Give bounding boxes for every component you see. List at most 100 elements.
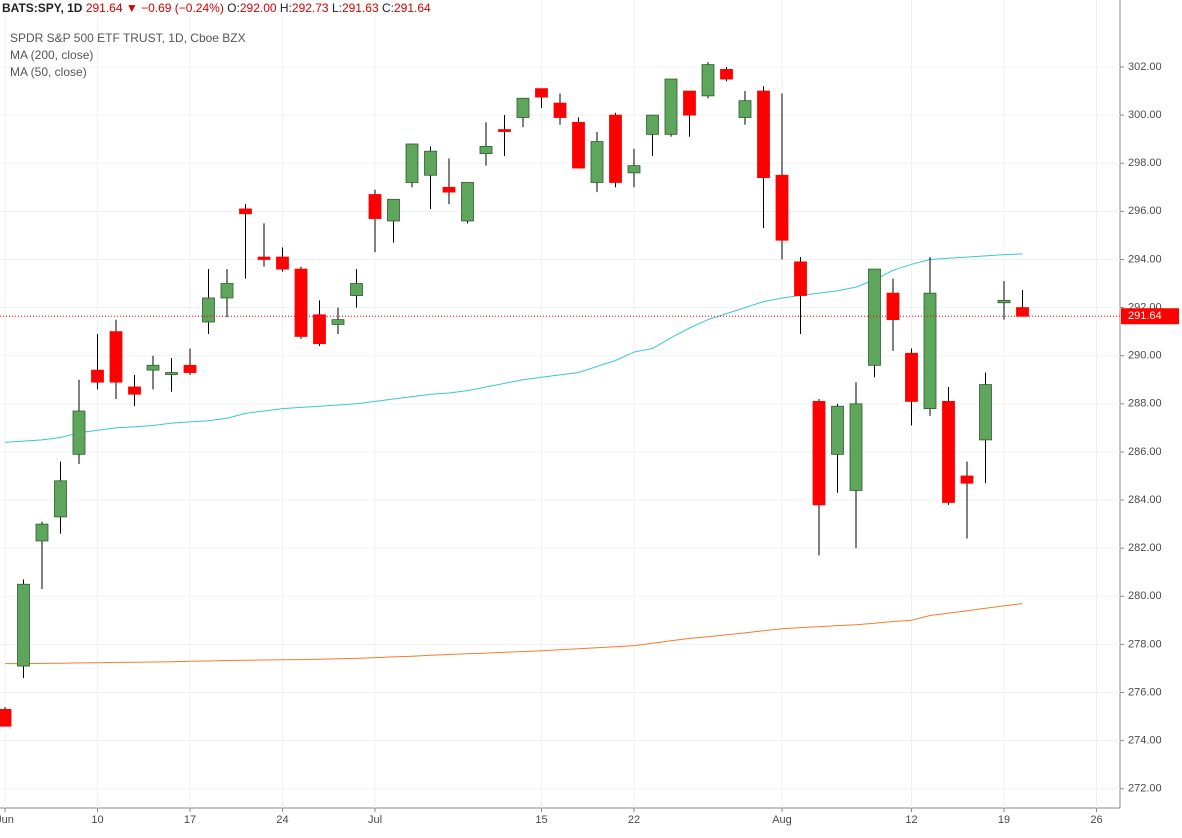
y-tick-label: 302.00 [1128, 61, 1162, 73]
candle-body [368, 194, 382, 219]
l: 291.63 [341, 1, 379, 15]
arrow: ▼ [125, 1, 138, 15]
y-tick-label: 280.00 [1128, 590, 1162, 602]
candle-body [886, 292, 900, 321]
x-tick-label: 17 [184, 814, 196, 826]
h: 292.73 [291, 1, 329, 15]
candle-body [276, 256, 289, 270]
legend-entry: MA (50, close) [10, 65, 87, 79]
candle-body [849, 403, 863, 491]
x-tick-label: 24 [276, 814, 288, 826]
candle-body [1016, 307, 1029, 317]
candle-body [701, 64, 715, 97]
candle-body [17, 583, 30, 667]
candle-body [516, 97, 530, 118]
y-tick-label: 294.00 [1128, 253, 1162, 265]
x-tick-label: 19 [998, 814, 1010, 826]
y-tick-label: 272.00 [1128, 783, 1162, 795]
candle-body [183, 364, 197, 373]
last-price-label: 291.64 [1128, 310, 1162, 322]
candle-body [646, 114, 659, 135]
x-tick-label: 10 [91, 814, 103, 826]
candle-body [0, 708, 12, 727]
legend-entry: MA (200, close) [10, 48, 94, 62]
o: 292.00 [239, 1, 277, 15]
y-tick-label: 284.00 [1128, 494, 1162, 506]
candle-body [664, 78, 678, 135]
candle-body [720, 68, 733, 80]
ma-line [5, 603, 1023, 665]
candle-body [960, 475, 974, 484]
x-tick-label: Jun [0, 814, 14, 826]
last: 291.64 [85, 1, 123, 15]
candle-body [738, 100, 752, 118]
candle-body [294, 268, 308, 337]
candle-body [979, 384, 992, 441]
x-tick-label: 22 [628, 814, 640, 826]
candle-body [997, 299, 1011, 304]
candle-body [812, 401, 826, 506]
y-tick-label: 282.00 [1128, 542, 1162, 554]
y-tick-label: 288.00 [1128, 398, 1162, 410]
x-tick-label: Aug [772, 814, 792, 826]
plot [0, 62, 1029, 727]
candle-body [498, 129, 511, 132]
y-tick-label: 276.00 [1128, 686, 1162, 698]
symbol: BATS:SPY, 1D [2, 1, 83, 15]
candle-body [461, 182, 474, 222]
candle-body [775, 174, 789, 241]
candle-body [165, 372, 178, 375]
y-tick-label: 290.00 [1128, 350, 1162, 362]
x-tick-label: 15 [535, 814, 547, 826]
candle-body [35, 523, 49, 542]
candle-body [331, 319, 345, 325]
x-tick-label: Jul [368, 814, 382, 826]
h-label: H: [279, 1, 292, 15]
candle-body [257, 256, 271, 260]
legend: SPDR S&P 500 ETF TRUST, 1D, Cboe BZX MA … [10, 30, 246, 81]
candle-body [128, 386, 141, 395]
change: −0.69 (−0.24%) [141, 1, 224, 15]
candle-body [387, 198, 400, 222]
candle-body [405, 143, 419, 183]
candle-body [91, 369, 104, 383]
x-tick-label: 26 [1090, 814, 1102, 826]
candle-body [590, 141, 604, 183]
candle-body [350, 283, 363, 296]
candle-body [442, 186, 456, 193]
candle-body [553, 102, 567, 118]
candle-body [572, 121, 585, 169]
candle-body [868, 268, 881, 366]
l-label: L: [331, 1, 342, 15]
y-tick-label: 278.00 [1128, 638, 1162, 650]
candle-body [424, 150, 437, 176]
y-tick-label: 274.00 [1128, 735, 1162, 747]
candle-body [683, 90, 696, 116]
y-tick-label: 286.00 [1128, 446, 1162, 458]
candle-body [923, 292, 937, 410]
candle-body [609, 114, 622, 183]
candle-body [794, 261, 807, 296]
last-price-box [1121, 308, 1179, 325]
header: BATS:SPY, 1D 291.64 ▼ −0.69 (−0.24%) O:2… [2, 1, 431, 15]
ma-line [4, 253, 1023, 443]
candle-body [757, 90, 770, 179]
legend-entry: SPDR S&P 500 ETF TRUST, 1D, Cboe BZX [10, 31, 246, 45]
c: 291.64 [394, 1, 431, 15]
y-tick-label: 300.00 [1128, 109, 1162, 121]
candle-body [146, 364, 160, 371]
candle-body [627, 165, 641, 174]
candle-body [220, 283, 234, 299]
candle-body [72, 410, 86, 455]
candle-body [905, 352, 918, 402]
o-label: O: [227, 1, 240, 15]
candle-body [239, 208, 252, 215]
c-label: C: [382, 1, 394, 15]
candle-body [202, 297, 215, 323]
x-tick-label: 12 [905, 814, 917, 826]
y-tick-label: 298.00 [1128, 157, 1162, 169]
candle-body [54, 480, 67, 518]
y-tick-label: 296.00 [1128, 205, 1162, 217]
